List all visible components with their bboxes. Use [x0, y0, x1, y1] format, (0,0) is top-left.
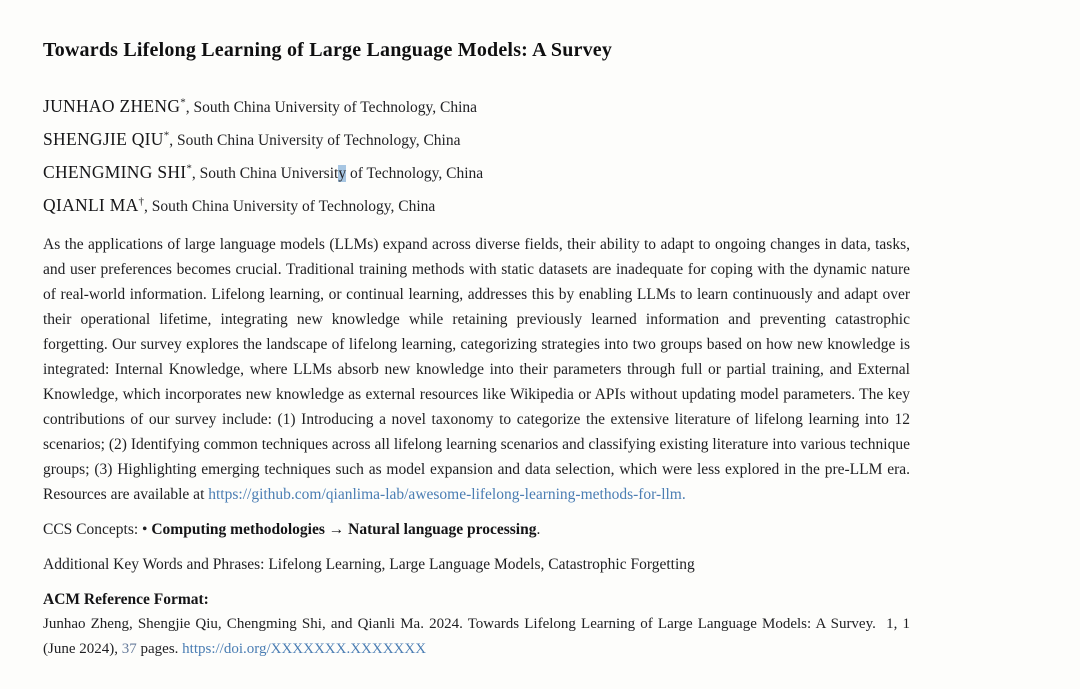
author-affiliation: , South China University of Technology, …: [144, 198, 436, 215]
github-link[interactable]: https://github.com/qianlima-lab/awesome-…: [208, 486, 686, 503]
author-line-2: SHENGJIE QIU*, South China University of…: [43, 123, 910, 156]
selection-highlight: y: [338, 165, 347, 182]
ccs-concept-secondary: Natural language processing: [348, 521, 537, 538]
ccs-concept-primary: Computing methodologies: [151, 521, 325, 538]
acm-reference-format-heading: ACM Reference Format:: [43, 591, 209, 608]
author-affiliation: , South China University of Technology, …: [169, 132, 461, 149]
author-name: CHENGMING SHI: [43, 162, 187, 182]
author-affiliation: , South China Universit: [191, 165, 339, 182]
author-line-4: QIANLI MA†, South China University of Te…: [43, 189, 910, 222]
author-name: SHENGJIE QIU: [43, 129, 164, 149]
author-name: QIANLI MA: [43, 195, 139, 215]
author-line-1: JUNHAO ZHENG*, South China University of…: [43, 90, 910, 123]
ccs-bullet: •: [142, 521, 152, 538]
reference-citation-text: Junhao Zheng, Shengjie Qiu, Chengming Sh…: [43, 616, 910, 657]
ccs-period: .: [536, 521, 541, 538]
author-name: JUNHAO ZHENG: [43, 96, 181, 116]
ccs-concepts: CCS Concepts: • Computing methodologies …: [43, 517, 910, 542]
keywords-line: Additional Key Words and Phrases: Lifelo…: [43, 556, 695, 573]
ccs-arrow: →: [324, 521, 349, 538]
doi-link[interactable]: https://doi.org/XXXXXXX.XXXXXXX: [182, 641, 427, 657]
author-mark: †: [138, 195, 145, 208]
author-affiliation: of Technology, China: [346, 165, 484, 182]
acm-reference: Junhao Zheng, Shengjie Qiu, Chengming Sh…: [43, 612, 910, 662]
ccs-label: CCS Concepts:: [43, 521, 143, 538]
reference-pages-label: pages.: [136, 641, 183, 657]
author-affiliation: , South China University of Technology, …: [185, 99, 478, 116]
author-block: JUNHAO ZHENG*, South China University of…: [43, 90, 910, 222]
author-mark: *: [163, 129, 170, 142]
author-mark: *: [186, 162, 192, 175]
author-line-3: CHENGMING SHI*, South China University o…: [43, 156, 910, 189]
paper-title: Towards Lifelong Learning of Large Langu…: [43, 39, 613, 61]
abstract-text: As the applications of large language mo…: [43, 236, 910, 503]
abstract: As the applications of large language mo…: [43, 232, 910, 507]
author-mark: *: [180, 96, 186, 109]
reference-pages-number: 37: [121, 641, 137, 657]
